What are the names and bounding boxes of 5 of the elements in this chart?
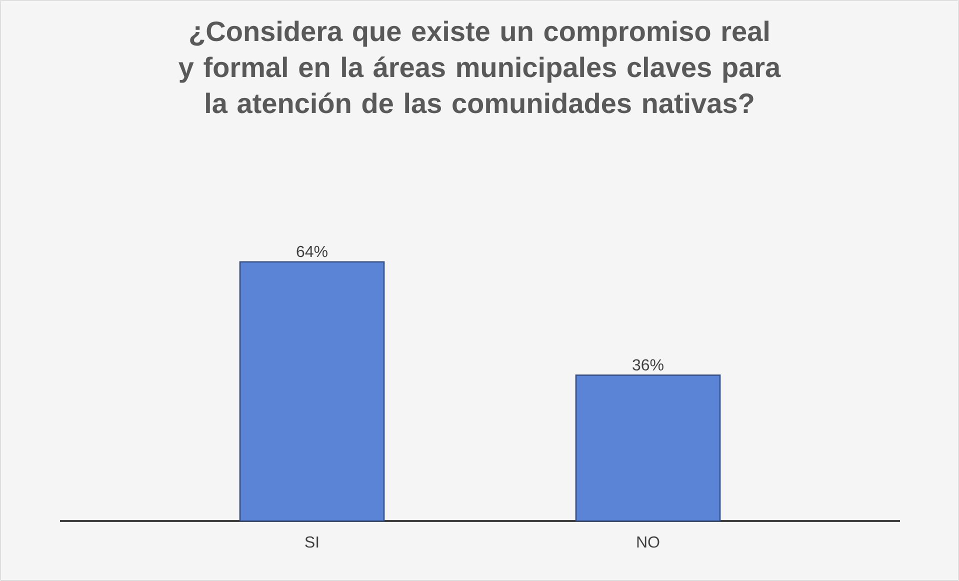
x-tick-label: SI: [305, 536, 318, 548]
chart-title: ¿Considera que existe un compromiso real y formal en la áreas municipales claves para la atención de las comunidades nativas?: [178, 20, 781, 114]
x-tick-label: NO: [637, 536, 660, 548]
data-label: 64%: [296, 246, 328, 258]
data-label: 36%: [632, 359, 664, 371]
